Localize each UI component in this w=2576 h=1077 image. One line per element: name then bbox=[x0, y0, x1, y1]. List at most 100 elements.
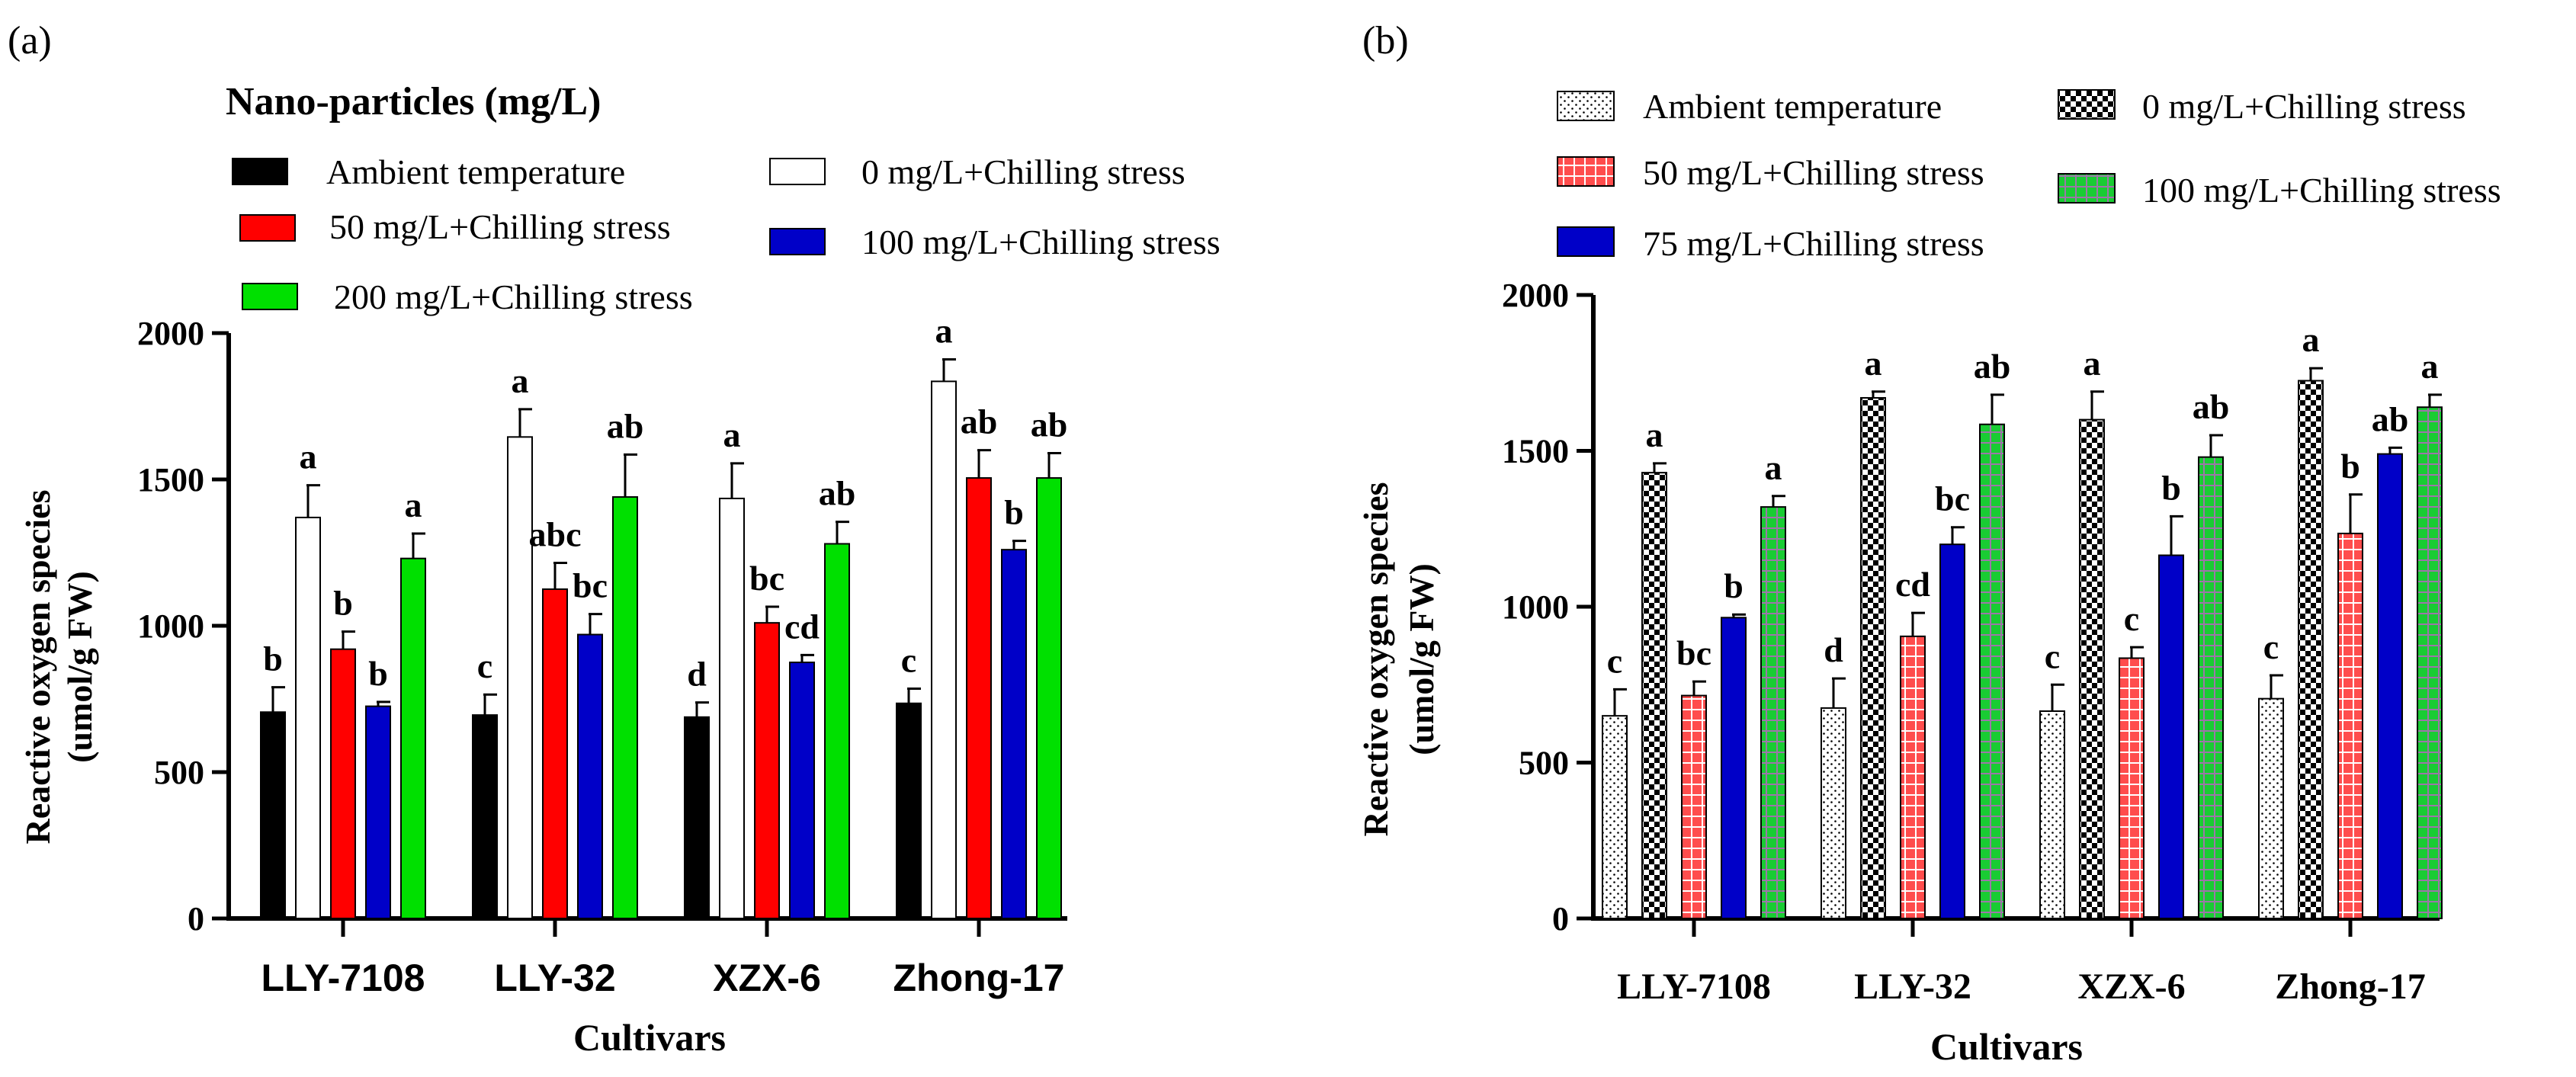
x-tick-label: XZX-6 bbox=[2077, 966, 2185, 1007]
bar bbox=[400, 557, 426, 919]
significance-letter: b bbox=[1004, 493, 1024, 532]
panel-b-xlabel: Cultivars bbox=[1930, 1025, 2083, 1068]
legend-a-label-0mg: 0 mg/L+Chilling stress bbox=[861, 152, 1185, 191]
significance-letter: a bbox=[2421, 347, 2439, 386]
legend-b-label-ambient: Ambient temperature bbox=[1643, 87, 1942, 126]
panel-a-xlabel: Cultivars bbox=[573, 1016, 726, 1059]
bar bbox=[472, 714, 498, 919]
bar bbox=[1760, 506, 1786, 919]
significance-letter: c bbox=[2124, 599, 2139, 638]
significance-letter: b bbox=[1724, 566, 1744, 605]
x-tick-label: Zhong-17 bbox=[2275, 966, 2425, 1007]
significance-letter: bc bbox=[573, 566, 608, 605]
bar bbox=[824, 543, 850, 919]
legend-a-swatch-50mg bbox=[239, 214, 296, 242]
legend-a-label-50mg: 50 mg/L+Chilling stress bbox=[329, 207, 671, 246]
panel-a-ylabel-line2: (umol/g FW) bbox=[60, 571, 99, 763]
bar bbox=[2158, 554, 2184, 919]
significance-letter: bc bbox=[1935, 479, 1970, 518]
bar bbox=[719, 497, 745, 919]
significance-letter: ab bbox=[2372, 399, 2409, 438]
legend-a-swatch-200mg bbox=[242, 283, 298, 310]
panel-b-plot-area: 0500100015002000LLY-7108cabcbaLLY-32dacd… bbox=[1502, 277, 2443, 1007]
significance-letter: a bbox=[1865, 344, 1882, 383]
bar bbox=[789, 662, 815, 919]
bar bbox=[577, 633, 603, 920]
x-tick-label: LLY-7108 bbox=[261, 957, 425, 999]
significance-letter: b bbox=[2161, 468, 2181, 507]
bar bbox=[2298, 380, 2324, 920]
bar bbox=[1681, 694, 1707, 919]
bar bbox=[2417, 406, 2443, 919]
significance-letter: a bbox=[1765, 448, 1782, 487]
legend-b-swatch-0mg bbox=[2058, 89, 2116, 120]
legend-b-label-50mg: 50 mg/L+Chilling stress bbox=[1643, 153, 1984, 192]
y-tick-label: 0 bbox=[1552, 900, 1569, 938]
significance-letter: c bbox=[901, 641, 916, 680]
significance-letter: c bbox=[1607, 641, 1622, 680]
panel-b-legend: Ambient temperature 0 mg/L+Chilling stre… bbox=[1557, 87, 2501, 263]
bar bbox=[1939, 543, 1965, 919]
significance-letter: a bbox=[2302, 320, 2320, 359]
bar bbox=[1721, 617, 1747, 919]
panel-a-label: (a) bbox=[8, 19, 52, 63]
significance-letter: abc bbox=[529, 514, 582, 553]
legend-b-swatch-100mg bbox=[2058, 173, 2116, 204]
legend-b-swatch-50mg bbox=[1557, 156, 1615, 187]
x-tick-label: LLY-7108 bbox=[1617, 966, 1771, 1007]
bar bbox=[295, 516, 321, 919]
significance-letter: a bbox=[723, 415, 741, 454]
significance-letter: d bbox=[687, 655, 707, 694]
significance-letter: d bbox=[1824, 630, 1843, 669]
bar bbox=[966, 477, 992, 919]
bar bbox=[1860, 396, 1886, 919]
bar bbox=[2198, 456, 2224, 919]
legend-b-label-100mg: 100 mg/L+Chilling stress bbox=[2142, 171, 2501, 210]
y-tick-label: 2000 bbox=[137, 315, 204, 352]
bar bbox=[2119, 657, 2145, 919]
significance-letter: a bbox=[512, 361, 529, 400]
significance-letter: b bbox=[263, 639, 283, 678]
y-tick-label: 1500 bbox=[1502, 433, 1569, 470]
significance-letter: cd bbox=[784, 607, 820, 646]
legend-a-label-ambient: Ambient temperature bbox=[326, 152, 625, 191]
bar bbox=[2039, 710, 2065, 919]
significance-letter: c bbox=[2045, 636, 2060, 675]
significance-letter: bc bbox=[1676, 633, 1711, 672]
bar bbox=[612, 496, 638, 919]
significance-letter: b bbox=[368, 654, 388, 693]
bar bbox=[542, 588, 568, 919]
bar bbox=[1036, 477, 1062, 919]
bar bbox=[1821, 707, 1846, 919]
legend-a-swatch-0mg bbox=[769, 158, 826, 185]
bar bbox=[2337, 532, 2363, 919]
bar bbox=[931, 380, 957, 919]
panel-a-plot-area: 0500100015002000LLY-7108babbaLLY-32caabc… bbox=[137, 312, 1067, 999]
legend-b-label-0mg: 0 mg/L+Chilling stress bbox=[2142, 87, 2466, 126]
significance-letter: c bbox=[2263, 627, 2279, 666]
bar bbox=[260, 711, 286, 920]
significance-letter: a bbox=[405, 486, 422, 524]
y-tick-label: 1500 bbox=[137, 461, 204, 498]
legend-a-label-100mg: 100 mg/L+Chilling stress bbox=[861, 223, 1221, 261]
bar bbox=[754, 622, 780, 919]
bar bbox=[1602, 715, 1628, 920]
bar bbox=[365, 705, 391, 919]
legend-a-swatch-ambient bbox=[232, 158, 288, 185]
significance-letter: a bbox=[2084, 344, 2101, 383]
significance-letter: ab bbox=[2193, 387, 2230, 426]
significance-letter: bc bbox=[749, 559, 784, 598]
x-tick-label: XZX-6 bbox=[713, 957, 821, 999]
panel-a-legend-title: Nano-particles (mg/L) bbox=[226, 80, 601, 123]
significance-letter: cd bbox=[1895, 565, 1930, 604]
bar bbox=[2377, 453, 2403, 919]
x-tick-label: LLY-32 bbox=[494, 957, 615, 999]
significance-letter: c bbox=[477, 646, 492, 685]
bar bbox=[330, 648, 356, 919]
legend-a-swatch-100mg bbox=[769, 228, 826, 255]
bar bbox=[1001, 549, 1027, 919]
significance-letter: a bbox=[300, 438, 317, 476]
panel-b-label: (b) bbox=[1362, 19, 1409, 63]
significance-letter: ab bbox=[607, 406, 644, 445]
